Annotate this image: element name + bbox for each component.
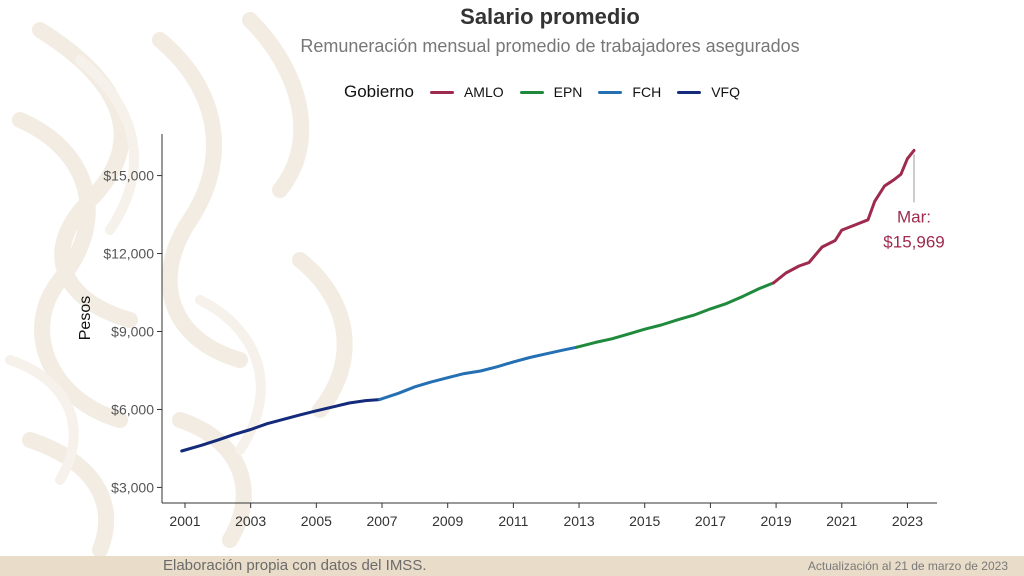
salary-line-chart: $3,000$6,000$9,000$12,000$15,000 2001 200… <box>77 134 945 529</box>
legend-swatch-fch <box>598 90 623 94</box>
legend-item-amlo: AMLO <box>429 84 504 100</box>
y-tick-label: $12,000 <box>103 246 154 262</box>
x-tick-label: 2003 <box>235 513 266 529</box>
y-tick-label: $15,000 <box>103 168 154 184</box>
x-tick-label: 2013 <box>563 513 594 529</box>
legend-swatch-vfq <box>677 90 702 94</box>
annotation-month-label: Mar: <box>897 207 931 226</box>
footer-bar <box>0 556 1024 576</box>
y-tick-label: $6,000 <box>111 401 154 417</box>
legend-item-vfq: VFQ <box>677 84 740 100</box>
footer-update-date: Actualización al 21 de marzo de 2023 <box>807 559 1008 573</box>
series-line-epn <box>574 281 775 349</box>
series-line-amlo <box>772 148 916 285</box>
legend-swatch-amlo <box>429 90 454 94</box>
x-tick-label: 2023 <box>892 513 923 529</box>
footer-source: Elaboración propia con datos del IMSS. <box>163 557 427 574</box>
y-axis-label: Pesos <box>77 296 94 340</box>
x-tick-label: 2019 <box>761 513 792 529</box>
legend: Gobierno AMLO EPN FCH VFQ <box>0 82 1024 102</box>
legend-title: Gobierno <box>344 82 414 101</box>
legend-label-fch: FCH <box>632 84 662 100</box>
y-tick-label: $3,000 <box>111 479 154 495</box>
series-layer <box>180 148 916 453</box>
x-tick-label: 2001 <box>169 513 200 529</box>
legend-swatch-epn <box>519 90 544 94</box>
x-tick-label: 2015 <box>629 513 660 529</box>
series-line-vfq <box>180 398 381 453</box>
legend-label-vfq: VFQ <box>711 84 740 100</box>
series-line-fch <box>377 345 578 402</box>
x-tick-label: 2021 <box>826 513 857 529</box>
background-watermark-pattern <box>5 12 353 558</box>
x-tick-label: 2005 <box>301 513 332 529</box>
legend-label-amlo: AMLO <box>463 84 504 100</box>
chart-subtitle: Remuneración mensual promedio de trabaja… <box>300 36 800 56</box>
x-tick-label: 2007 <box>366 513 397 529</box>
x-tick-label: 2011 <box>498 513 528 529</box>
legend-item-fch: FCH <box>598 84 661 100</box>
legend-item-epn: EPN <box>519 84 583 100</box>
annotation-value-label: $15,969 <box>883 232 944 251</box>
x-tick-label: 2009 <box>432 513 463 529</box>
x-tick-label: 2017 <box>695 513 726 529</box>
y-axis-ticks: $3,000 $6,000 $9,000 $12,000 $15,000 <box>103 168 162 495</box>
x-axis-ticks: 2001 2003 2005 2007 2009 2011 2013 2015 2017 2019… <box>169 503 923 529</box>
y-tick-label: $9,000 <box>111 323 154 339</box>
legend-label-epn: EPN <box>553 84 583 100</box>
chart-title: Salario promedio <box>460 4 640 29</box>
